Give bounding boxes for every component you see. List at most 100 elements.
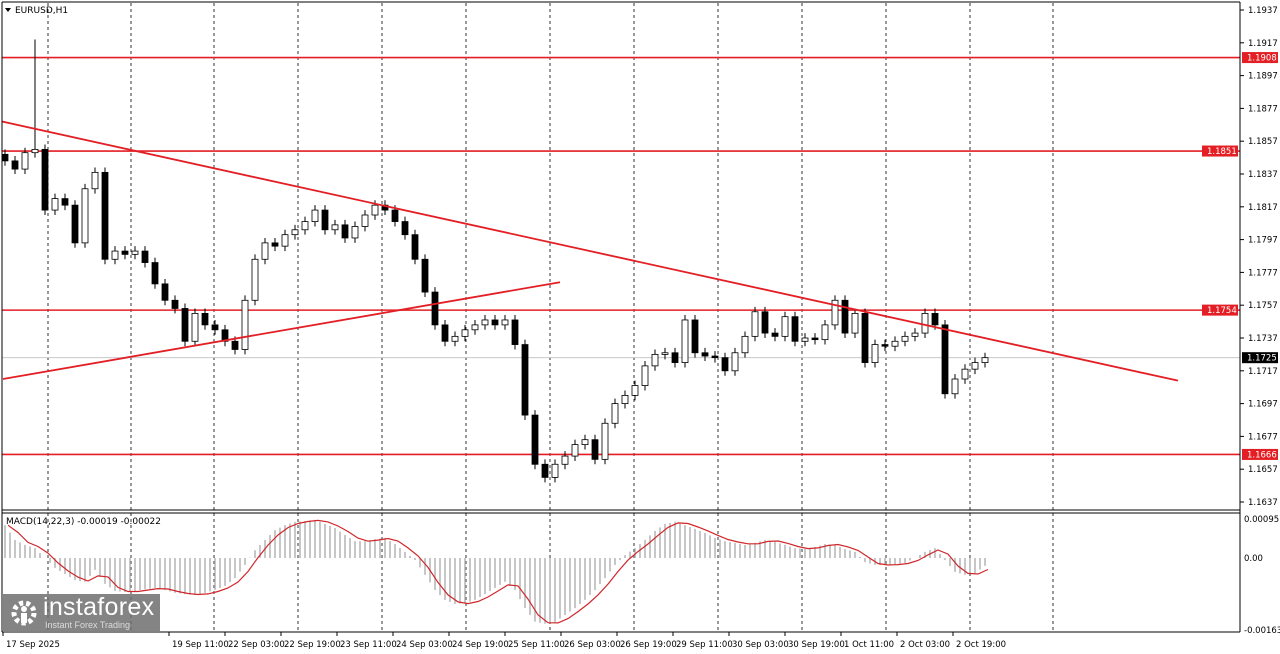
candle-body [571, 444, 579, 457]
candle-body [971, 362, 979, 370]
candle-body [541, 463, 549, 478]
candle-body [61, 198, 69, 206]
x-tick-label: 23 Sep 11:00 [340, 640, 397, 650]
candle-body [901, 335, 909, 342]
x-tick-label: 26 Sep 19:00 [620, 640, 677, 650]
x-tick-label: 30 Sep 03:00 [732, 640, 789, 650]
candle-body [781, 316, 789, 337]
x-tick-label: 30 Sep 19:00 [788, 640, 845, 650]
candle-body [711, 355, 719, 359]
chart-title[interactable]: EURUSD,H1 [5, 6, 68, 16]
instaforex-logo: instaforex Instant Forex Trading [3, 593, 160, 631]
y-tick-label: 1.1877 [1248, 104, 1278, 114]
y-tick-label: 1.1757 [1248, 301, 1278, 311]
macd-pane [4, 519, 989, 624]
price-axis[interactable]: 1.1937 1.1917 1.1897 1.1877 1.1857 1.1837 1.18… [1202, 6, 1280, 636]
candle-body [551, 463, 559, 478]
y-tick-label: 1.1737 [1248, 334, 1278, 344]
candle-body [421, 258, 429, 293]
macd-y-tick-label: -0.00163 [1244, 626, 1280, 636]
candle-body [951, 378, 959, 395]
y-tick-label: 1.1697 [1248, 400, 1278, 410]
candle-body [361, 214, 369, 227]
candle-body [261, 242, 269, 260]
candle-body [741, 335, 749, 354]
macd-y-tick-label: 0.00 [1244, 554, 1263, 564]
candle-body [961, 368, 969, 380]
candle-body [631, 385, 639, 396]
level-price-tag [1202, 145, 1238, 157]
candle-body [831, 299, 839, 326]
chart-frame [1, 1, 1241, 633]
y-tick-label: 1.1717 [1248, 367, 1278, 377]
candle-body [801, 337, 809, 342]
dropdown-triangle-icon[interactable] [5, 8, 11, 12]
gear-person-icon [11, 600, 37, 626]
candle-body [141, 250, 149, 263]
x-tick-label: 22 Sep 19:00 [284, 640, 341, 650]
candle-body [161, 283, 169, 301]
level-price-label: 1.1851 [1207, 147, 1237, 157]
candle-body [931, 312, 939, 326]
logo-brand: instaforex [43, 593, 155, 621]
candle-body [51, 198, 59, 211]
candle-body [751, 311, 759, 337]
candle-body [891, 340, 899, 347]
y-tick-label: 1.1897 [1248, 72, 1278, 82]
candle-body [71, 204, 79, 244]
level-price-label: 1.1908 [1247, 54, 1277, 64]
candle-body [871, 344, 879, 363]
candle-body [441, 324, 449, 342]
descending-trendline [1, 120, 1179, 382]
candle-body [941, 324, 949, 395]
candle-body [681, 319, 689, 363]
y-tick-label: 1.1937 [1248, 6, 1278, 16]
candle-body [401, 221, 409, 236]
current-price-label: 1.1725 [1247, 354, 1277, 364]
candle-body [211, 324, 219, 331]
time-axis[interactable]: 17 Sep 2025 19 Sep 11:00 22 Sep 03:00 22 Se… [2, 632, 1006, 650]
candle-body [601, 422, 609, 460]
x-tick-label: 24 Sep 19:00 [452, 640, 509, 650]
x-tick-label: 2 Oct 03:00 [900, 640, 950, 650]
candle-body [761, 311, 769, 334]
candle-body [641, 365, 649, 386]
x-tick-label: 29 Sep 11:00 [676, 640, 733, 650]
y-tick-label: 1.1637 [1248, 498, 1278, 508]
y-tick-label: 1.1837 [1248, 170, 1278, 180]
candle-body [821, 324, 829, 341]
candle-body [101, 171, 109, 260]
candle-body [331, 224, 339, 231]
candle-body [451, 335, 459, 342]
macd-label: MACD(14,22,3) -0.00019 -0.00022 [6, 517, 161, 527]
grid [47, 3, 1054, 632]
candle-body [581, 439, 589, 445]
candle-body [281, 234, 289, 247]
y-tick-label: 1.1657 [1248, 465, 1278, 475]
y-tick-label: 1.1677 [1248, 432, 1278, 442]
candle-body [861, 312, 869, 363]
candle-body [241, 299, 249, 350]
candle-body [481, 319, 489, 326]
candle-body [371, 204, 379, 216]
x-tick-label: 2 Oct 19:00 [956, 640, 1006, 650]
candle-body [191, 312, 199, 342]
candle-body [351, 226, 359, 239]
candle-body [31, 148, 39, 154]
candle-body [271, 242, 279, 247]
trendlines [1, 120, 1179, 382]
candle-body [91, 171, 99, 190]
y-tick-label: 1.1777 [1248, 268, 1278, 278]
candle-body [251, 258, 259, 301]
level-price-tag [1202, 304, 1238, 316]
candle-body [291, 229, 299, 236]
logo-tagline: Instant Forex Trading [45, 620, 131, 630]
x-tick-label: 17 Sep 2025 [6, 640, 60, 650]
candle-body [311, 209, 319, 222]
candle-body [181, 308, 189, 342]
candles [1, 39, 989, 483]
candle-body [321, 209, 329, 231]
candle-body [911, 332, 919, 337]
candle-body [621, 394, 629, 404]
